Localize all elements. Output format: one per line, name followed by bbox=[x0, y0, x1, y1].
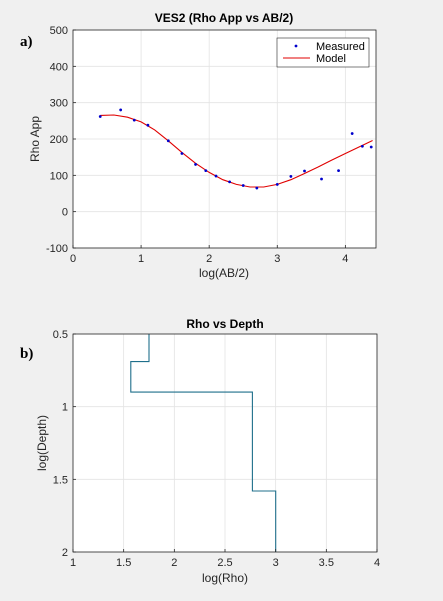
chart-a-measured-series bbox=[98, 108, 373, 190]
data-point bbox=[241, 184, 245, 187]
data-point bbox=[360, 144, 364, 148]
chart-b-y-axis-label: log(Depth) bbox=[35, 415, 49, 471]
data-point bbox=[255, 186, 259, 190]
x-tick-label: 2 bbox=[206, 253, 212, 265]
data-point bbox=[369, 145, 373, 149]
step-line bbox=[130, 334, 277, 552]
y-tick-label: 1 bbox=[62, 402, 68, 414]
legend-measured-marker bbox=[294, 44, 298, 48]
x-tick-label: 3 bbox=[273, 557, 279, 569]
chart-b-x-ticks: 1 1.5 2 2.5 3 3.5 4 bbox=[70, 549, 380, 569]
y-tick-label: 0.5 bbox=[53, 329, 68, 341]
data-point bbox=[180, 152, 184, 155]
y-tick-label: 500 bbox=[50, 25, 68, 37]
data-point bbox=[275, 183, 279, 186]
data-point bbox=[119, 108, 123, 112]
y-tick-label: 0 bbox=[62, 207, 68, 219]
x-tick-label: 4 bbox=[374, 557, 380, 569]
data-point bbox=[350, 132, 354, 135]
x-tick-label: 2 bbox=[171, 557, 177, 569]
panel-label-b: b) bbox=[20, 346, 33, 362]
data-point bbox=[303, 169, 306, 173]
data-point bbox=[337, 169, 340, 173]
model-line bbox=[100, 114, 373, 188]
data-point bbox=[228, 180, 232, 184]
x-tick-label: 0 bbox=[70, 253, 76, 265]
y-tick-label: 200 bbox=[50, 134, 68, 146]
chart-b-title: Rho vs Depth bbox=[186, 317, 263, 331]
x-tick-label: 1 bbox=[70, 557, 76, 569]
x-tick-label: 2.5 bbox=[217, 557, 232, 569]
chart-a-y-ticks: -100 0 100 200 300 400 500 bbox=[46, 25, 76, 255]
x-tick-label: 3 bbox=[274, 253, 280, 265]
x-tick-label: 3.5 bbox=[319, 557, 334, 569]
chart-a-y-axis-label: Rho App bbox=[28, 116, 42, 162]
y-tick-label: 100 bbox=[50, 170, 68, 182]
data-point bbox=[204, 169, 208, 173]
chart-a-x-axis-label: log(AB/2) bbox=[199, 266, 249, 280]
data-point bbox=[320, 177, 323, 181]
legend-box bbox=[276, 37, 370, 68]
data-point bbox=[146, 123, 150, 127]
chart-a-x-ticks: 0 1 2 3 4 bbox=[70, 245, 348, 265]
chart-b-x-axis-label: log(Rho) bbox=[202, 571, 248, 585]
data-point bbox=[132, 118, 136, 122]
panel-label-a: a) bbox=[20, 34, 33, 50]
x-tick-label: 1.5 bbox=[116, 557, 131, 569]
data-point bbox=[289, 175, 293, 178]
data-point bbox=[214, 174, 218, 178]
legend-model-label: Model bbox=[316, 53, 346, 65]
legend-measured-label: Measured bbox=[316, 41, 365, 53]
chart-b: b) Rho vs Depth 1 1.5 2 2.5 3 3.5 4 0.5 1 1.5 2 l… bbox=[20, 317, 380, 585]
chart-a-title: VES2 (Rho App vs AB/2) bbox=[155, 11, 293, 25]
chart-a-legend: Measured Model bbox=[276, 37, 370, 68]
chart-b-rho-series bbox=[130, 334, 277, 552]
chart-a-model-series bbox=[100, 114, 373, 188]
data-point bbox=[166, 139, 170, 143]
data-point bbox=[194, 163, 197, 166]
x-tick-label: 1 bbox=[138, 253, 144, 265]
y-tick-label: 2 bbox=[62, 547, 68, 559]
y-tick-label: 400 bbox=[50, 61, 68, 73]
data-point bbox=[98, 115, 102, 118]
y-tick-label: -100 bbox=[46, 243, 68, 255]
y-tick-label: 300 bbox=[50, 98, 68, 110]
chart-b-y-ticks: 0.5 1 1.5 2 bbox=[53, 329, 76, 559]
y-tick-label: 1.5 bbox=[53, 474, 68, 486]
x-tick-label: 4 bbox=[342, 253, 348, 265]
